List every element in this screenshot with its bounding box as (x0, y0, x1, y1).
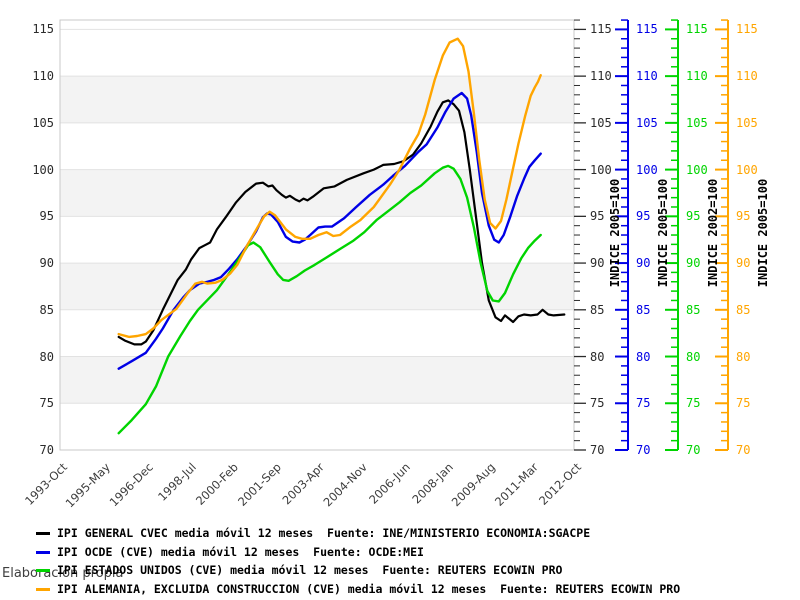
y-axis-tick-label: 105 (32, 115, 54, 130)
y-axis-tick-label: 90 (39, 256, 54, 271)
right-axis4-tick-label: 115 (736, 22, 758, 37)
right-axis3-tick-label: 95 (686, 209, 701, 224)
right-axis-4 (715, 19, 729, 451)
right-axis2-tick-label: 75 (636, 396, 651, 411)
right-axis2-tick-label: 110 (636, 69, 658, 84)
right-axis4-tick-label: 100 (736, 162, 758, 177)
right-axis-2 (615, 19, 629, 451)
right-axis3-tick-label: 70 (686, 443, 701, 457)
right-axis1-tick-label: 90 (590, 256, 605, 271)
right-axis2-tick-label: 90 (636, 256, 651, 271)
legend-swatch-green (36, 569, 50, 573)
y-axis-tick-label: 85 (39, 302, 54, 317)
legend-item-label: IPI OCDE (CVE) media móvil 12 meses Fuen… (57, 544, 424, 559)
right-axis3-tick-label: 75 (686, 396, 701, 411)
right-axis-title-1: INDICE 2005=100 (608, 178, 622, 288)
right-axis3-tick-label: 90 (686, 256, 701, 271)
right-axis1-tick-label: 105 (590, 115, 612, 130)
right-axis3-tick-label: 115 (686, 22, 708, 37)
y-axis-tick-label: 95 (39, 209, 54, 224)
right-axis1-tick-label: 95 (590, 209, 605, 224)
right-axis2-tick-label: 80 (636, 349, 651, 364)
shaded-bands (60, 76, 574, 404)
right-axis2-tick-label: 95 (636, 209, 651, 224)
y-axis-tick-label: 75 (39, 396, 54, 411)
right-axis3-tick-label: 105 (686, 115, 708, 130)
right-axis1-tick-label: 100 (590, 162, 612, 177)
series-line (117, 37, 542, 339)
right-axis-title-2: INDICE 2005=100 (656, 178, 670, 288)
right-axis4-tick-label: 85 (736, 302, 751, 317)
right-axis3-tick-label: 100 (686, 162, 708, 177)
legend-item: IPI GENERAL CVEC media móvil 12 meses Fu… (36, 526, 680, 541)
right-axis4-tick-label: 105 (736, 115, 758, 130)
right-axis2-tick-label: 115 (636, 22, 658, 37)
legend-item: IPI OCDE (CVE) media móvil 12 meses Fuen… (36, 544, 680, 560)
series-line (117, 164, 542, 435)
legend-item-label: IPI GENERAL CVEC media móvil 12 meses Fu… (57, 526, 591, 540)
right-axis1-tick-label: 80 (590, 349, 605, 364)
legend-item-label: IPI ESTADOS UNIDOS (CVE) media móvil 12 … (57, 563, 563, 577)
right-axis4-tick-label: 75 (736, 396, 751, 411)
right-axis-title-3: INDICE 2002=100 (706, 178, 720, 288)
right-axis1-tick-label: 115 (590, 22, 612, 37)
legend-swatch-orange (36, 587, 50, 591)
right-axis3-tick-label: 80 (686, 349, 701, 364)
legend-swatch-blue (36, 550, 50, 554)
legend-swatch-black (36, 532, 50, 536)
right-axis1-tick-label: 85 (590, 302, 605, 317)
right-axis2-tick-label: 85 (636, 302, 651, 317)
right-axis2-tick-label: 70 (636, 443, 651, 457)
right-axis-1 (574, 19, 586, 451)
series-line (117, 99, 566, 346)
right-axis3-tick-label: 110 (686, 69, 708, 84)
legend: IPI GENERAL CVEC media móvil 12 meses Fu… (36, 526, 681, 597)
right-axis1-tick-label: 110 (590, 69, 612, 84)
footer-note: Elaboración propia (2, 566, 124, 581)
right-axis4-tick-label: 110 (736, 69, 758, 84)
right-axis1-tick-label: 70 (590, 443, 605, 457)
right-axis4-tick-label: 90 (736, 256, 751, 271)
right-axis-title-4: INDICE 2005=100 (756, 178, 770, 288)
y-axis-tick-label: 80 (39, 349, 54, 364)
right-axis3-tick-label: 85 (686, 302, 701, 317)
legend-item-label: IPI ALEMANIA, EXCLUIDA CONSTRUCCION (CVE… (57, 581, 681, 596)
right-axis1-tick-label: 75 (590, 396, 605, 411)
right-axis4-tick-label: 70 (736, 443, 751, 457)
right-axis4-tick-label: 95 (736, 209, 751, 224)
right-axis4-tick-label: 80 (736, 349, 751, 364)
right-axis2-tick-label: 105 (636, 115, 658, 130)
y-axis-tick-label: 100 (32, 162, 54, 177)
y-axis-tick-label: 110 (32, 69, 54, 84)
legend-item: IPI ALEMANIA, EXCLUIDA CONSTRUCCION (CVE… (36, 581, 681, 597)
y-axis-tick-label: 70 (39, 443, 54, 457)
right-axis-3 (665, 19, 679, 451)
right-axis2-tick-label: 100 (636, 162, 658, 177)
y-axis-tick-label: 115 (32, 22, 54, 37)
legend-item: IPI ESTADOS UNIDOS (CVE) media móvil 12 … (36, 563, 680, 578)
